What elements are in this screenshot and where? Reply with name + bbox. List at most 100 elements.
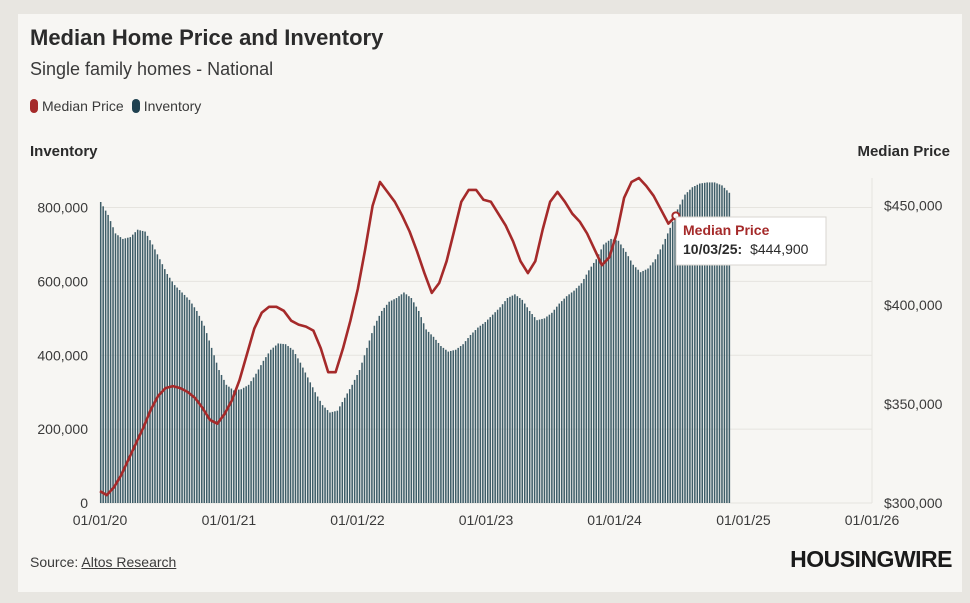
inventory-bar xyxy=(467,338,469,503)
inventory-bar xyxy=(573,290,575,503)
inventory-bar xyxy=(671,221,674,504)
inventory-bar xyxy=(373,325,376,503)
left-tick-label: 600,000 xyxy=(37,273,88,289)
inventory-bar xyxy=(620,244,622,503)
inventory-bar xyxy=(629,260,632,503)
legend-item-median-price[interactable]: Median Price xyxy=(30,98,124,114)
inventory-bar xyxy=(203,325,206,503)
inventory-bar xyxy=(141,230,144,503)
inventory-bar xyxy=(119,237,122,503)
inventory-bar xyxy=(242,387,245,503)
inventory-bar xyxy=(684,194,686,503)
inventory-bar xyxy=(664,238,667,503)
inventory-bar xyxy=(585,274,588,503)
inventory-bar xyxy=(149,240,151,503)
inventory-bar xyxy=(235,389,238,503)
x-axis-ticks: 01/01/20 01/01/21 01/01/22 01/01/23 01/01/24… xyxy=(73,512,900,528)
inventory-bar xyxy=(649,265,652,503)
inventory-bar xyxy=(699,183,701,503)
inventory-bar xyxy=(117,235,119,503)
inventory-bar xyxy=(181,292,183,503)
inventory-bar xyxy=(225,384,228,503)
inventory-bar xyxy=(526,307,528,503)
inventory-bar xyxy=(612,239,615,503)
inventory-bar xyxy=(351,384,353,503)
inventory-bar xyxy=(136,229,139,504)
inventory-bar xyxy=(403,292,405,503)
inventory-bar xyxy=(139,230,141,503)
inventory-bar xyxy=(321,405,324,503)
inventory-bar xyxy=(255,373,257,503)
left-tick-label: 800,000 xyxy=(37,200,88,216)
inventory-bar xyxy=(607,240,610,503)
inventory-bar xyxy=(307,377,309,503)
tooltip-box xyxy=(675,216,827,266)
inventory-bar xyxy=(533,317,536,503)
inventory-bar xyxy=(639,272,642,503)
left-tick-label: 400,000 xyxy=(37,347,88,363)
inventory-bar xyxy=(541,318,543,503)
inventory-bar xyxy=(538,319,541,503)
inventory-bar xyxy=(464,341,467,503)
inventory-bar xyxy=(371,333,373,503)
inventory-bar xyxy=(452,350,455,503)
inventory-bar xyxy=(213,355,215,503)
inventory-bar xyxy=(472,332,474,503)
inventory-bar xyxy=(240,389,242,503)
inventory-bar xyxy=(681,199,684,503)
inventory-bar xyxy=(127,237,129,504)
inventory-bar xyxy=(588,270,590,503)
inventory-bar xyxy=(356,374,358,503)
x-tick-label: 01/01/25 xyxy=(716,512,771,528)
x-tick-label: 01/01/22 xyxy=(330,512,385,528)
inventory-bar xyxy=(178,290,181,503)
tooltip-date: 10/03/25: xyxy=(683,241,742,257)
inventory-bar xyxy=(570,292,573,503)
inventory-bar xyxy=(398,296,400,503)
inventory-bar xyxy=(494,312,496,503)
inventory-bar xyxy=(316,396,319,503)
inventory-bar xyxy=(701,183,704,503)
inventory-bar xyxy=(417,310,420,503)
inventory-bar xyxy=(282,343,284,503)
inventory-bar xyxy=(703,182,706,503)
right-tick-label: $350,000 xyxy=(884,396,943,412)
inventory-bar xyxy=(250,381,252,503)
inventory-bar xyxy=(361,362,363,503)
inventory-bar xyxy=(348,389,351,503)
inventory-bar xyxy=(437,342,440,503)
inventory-bar xyxy=(516,296,519,503)
legend: Median Price Inventory xyxy=(30,98,209,114)
inventory-bar xyxy=(114,233,117,504)
inventory-bar xyxy=(543,318,546,503)
inventory-bar xyxy=(617,240,620,503)
inventory-bar xyxy=(627,256,630,503)
inventory-bar xyxy=(445,349,447,503)
inventory-bar xyxy=(432,336,435,503)
price-tooltip: Median Price 10/03/25: $444,900 xyxy=(675,216,827,266)
inventory-bar xyxy=(353,379,356,503)
inventory-bar xyxy=(363,355,366,503)
inventory-bar xyxy=(523,303,526,503)
inventory-bar xyxy=(210,347,213,503)
inventory-bar xyxy=(319,400,321,503)
inventory-bar xyxy=(215,362,218,503)
inventory-bar xyxy=(193,307,196,503)
inventory-bar xyxy=(284,344,287,503)
inventory-bar xyxy=(99,202,102,503)
inventory-bar xyxy=(625,251,627,503)
source-link[interactable]: Altos Research xyxy=(81,554,177,570)
inventory-bar xyxy=(104,210,107,503)
inventory-bar xyxy=(109,221,112,503)
inventory-bar xyxy=(329,412,331,503)
inventory-bar xyxy=(297,358,299,503)
inventory-bar xyxy=(479,325,482,503)
inventory-bar xyxy=(499,307,501,503)
legend-item-inventory[interactable]: Inventory xyxy=(131,98,201,114)
inventory-bar xyxy=(425,329,427,503)
inventory-bar xyxy=(728,192,731,504)
inventory-bar xyxy=(501,304,504,503)
inventory-bar xyxy=(302,367,304,503)
inventory-bar xyxy=(277,343,279,503)
inventory-bar xyxy=(260,365,262,503)
